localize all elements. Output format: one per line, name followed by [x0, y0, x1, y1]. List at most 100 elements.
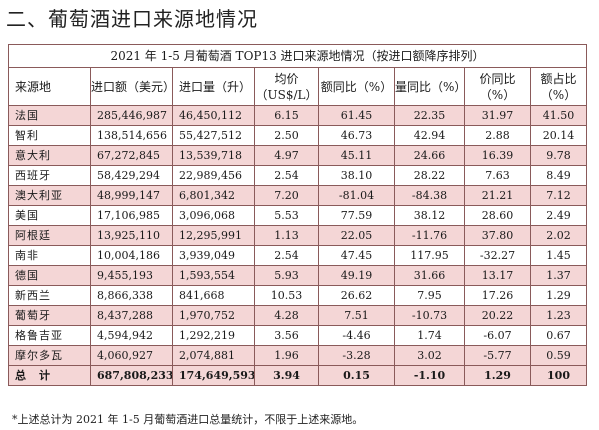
total-cell-origin: 总 计 — [8, 365, 91, 386]
cell-price-yoy: 20.22 — [464, 305, 531, 326]
cell-origin: 美国 — [8, 205, 91, 226]
page-heading: 二、葡萄酒进口来源地情况 — [6, 7, 258, 31]
cell-origin: 南非 — [8, 245, 91, 266]
cell-share: 1.29 — [530, 285, 587, 306]
cell-share: 2.49 — [530, 205, 587, 226]
table-row: 南非 10,004,186 3,939,049 2.54 47.45 117.95 -32.… — [8, 245, 587, 266]
cell-share: 8.49 — [530, 165, 587, 186]
cell-volume-yoy: 117.95 — [394, 245, 465, 266]
cell-origin: 智利 — [8, 125, 91, 146]
header-value-yoy: 额同比（%） — [318, 67, 395, 106]
cell-price-yoy: -6.07 — [464, 325, 531, 346]
table-row: 意大利 67,272,845 13,539,718 4.97 45.11 24.66 16.… — [8, 145, 587, 166]
cell-import-value: 285,446,987 — [90, 105, 173, 126]
table-row: 葡萄牙 8,437,288 1,970,752 4.28 7.51 -10.73 20.22… — [8, 305, 587, 326]
cell-origin: 格鲁吉亚 — [8, 325, 91, 346]
cell-unit-price: 2.50 — [254, 125, 319, 146]
cell-value-yoy: 47.45 — [318, 245, 395, 266]
import-sources-table-container: 2021 年 1-5 月葡萄酒 TOP13 进口来源地情况（按进口额降序排列） … — [8, 44, 587, 386]
total-cell-price-yoy: 1.29 — [464, 365, 531, 386]
cell-import-volume: 1,292,219 — [172, 325, 255, 346]
cell-origin: 法国 — [8, 105, 91, 126]
cell-value-yoy: 26.62 — [318, 285, 395, 306]
table-row: 澳大利亚 48,999,147 6,801,342 7.20 -81.04 -84.38 2… — [8, 185, 587, 206]
cell-volume-yoy: 31.66 — [394, 265, 465, 286]
cell-origin: 葡萄牙 — [8, 305, 91, 326]
cell-import-value: 4,594,942 — [90, 325, 173, 346]
cell-import-volume: 46,450,112 — [172, 105, 255, 126]
total-cell-import-volume: 174,649,593 — [172, 365, 255, 386]
cell-origin: 阿根廷 — [8, 225, 91, 246]
cell-unit-price: 5.53 — [254, 205, 319, 226]
cell-value-yoy: 38.10 — [318, 165, 395, 186]
total-cell-import-value: 687,808,233 — [90, 365, 173, 386]
total-cell-share: 100 — [530, 365, 587, 386]
cell-unit-price: 10.53 — [254, 285, 319, 306]
cell-share: 7.12 — [530, 185, 587, 206]
cell-price-yoy: 13.17 — [464, 265, 531, 286]
cell-import-volume: 841,668 — [172, 285, 255, 306]
cell-import-volume: 3,096,068 — [172, 205, 255, 226]
cell-share: 41.50 — [530, 105, 587, 126]
cell-value-yoy: 49.19 — [318, 265, 395, 286]
cell-value-yoy: 61.45 — [318, 105, 395, 126]
header-unit-price: 均价（US$/L） — [254, 67, 319, 106]
cell-import-value: 138,514,656 — [90, 125, 173, 146]
cell-import-value: 10,004,186 — [90, 245, 173, 266]
cell-import-value: 8,866,338 — [90, 285, 173, 306]
cell-import-volume: 13,539,718 — [172, 145, 255, 166]
cell-share: 0.59 — [530, 345, 587, 366]
cell-volume-yoy: 24.66 — [394, 145, 465, 166]
cell-price-yoy: 31.97 — [464, 105, 531, 126]
cell-import-value: 17,106,985 — [90, 205, 173, 226]
cell-volume-yoy: 28.22 — [394, 165, 465, 186]
cell-import-volume: 1,970,752 — [172, 305, 255, 326]
cell-import-volume: 12,295,991 — [172, 225, 255, 246]
cell-value-yoy: -4.46 — [318, 325, 395, 346]
import-sources-table: 2021 年 1-5 月葡萄酒 TOP13 进口来源地情况（按进口额降序排列） … — [8, 44, 587, 386]
header-import-volume: 进口量（升） — [172, 67, 255, 106]
cell-origin: 摩尔多瓦 — [8, 345, 91, 366]
table-caption: 2021 年 1-5 月葡萄酒 TOP13 进口来源地情况（按进口额降序排列） — [8, 44, 587, 68]
total-cell-value-yoy: 0.15 — [318, 365, 395, 386]
footnote: *上述总计为 2021 年 1-5 月葡萄酒进口总量统计，不限于上述来源地。 — [12, 413, 364, 426]
header-price-yoy: 价同比（%） — [464, 67, 531, 106]
cell-price-yoy: 7.63 — [464, 165, 531, 186]
cell-import-value: 67,272,845 — [90, 145, 173, 166]
cell-origin: 意大利 — [8, 145, 91, 166]
table-row: 智利 138,514,656 55,427,512 2.50 46.73 42.94 2.8… — [8, 125, 587, 146]
cell-price-yoy: -32.27 — [464, 245, 531, 266]
cell-share: 20.14 — [530, 125, 587, 146]
cell-unit-price: 3.56 — [254, 325, 319, 346]
cell-share: 1.45 — [530, 245, 587, 266]
cell-import-value: 13,925,110 — [90, 225, 173, 246]
cell-share: 1.37 — [530, 265, 587, 286]
table-row: 西班牙 58,429,294 22,989,456 2.54 38.10 28.22 7.6… — [8, 165, 587, 186]
cell-volume-yoy: -11.76 — [394, 225, 465, 246]
cell-share: 1.23 — [530, 305, 587, 326]
cell-value-yoy: 22.05 — [318, 225, 395, 246]
cell-import-value: 48,999,147 — [90, 185, 173, 206]
cell-import-volume: 22,989,456 — [172, 165, 255, 186]
table-row: 摩尔多瓦 4,060,927 2,074,881 1.96 -3.28 3.02 -5.77… — [8, 345, 587, 366]
table-row: 美国 17,106,985 3,096,068 5.53 77.59 38.12 28.60… — [8, 205, 587, 226]
cell-origin: 西班牙 — [8, 165, 91, 186]
header-origin: 来源地 — [8, 67, 91, 106]
cell-price-yoy: 21.21 — [464, 185, 531, 206]
total-cell-volume-yoy: -1.10 — [394, 365, 465, 386]
table-row: 格鲁吉亚 4,594,942 1,292,219 3.56 -4.46 1.74 -6.07… — [8, 325, 587, 346]
cell-price-yoy: 16.39 — [464, 145, 531, 166]
cell-import-value: 4,060,927 — [90, 345, 173, 366]
table-row: 新西兰 8,866,338 841,668 10.53 26.62 7.95 17.26 1.… — [8, 285, 587, 306]
cell-unit-price: 6.15 — [254, 105, 319, 126]
cell-volume-yoy: 7.95 — [394, 285, 465, 306]
header-share: 额占比（%） — [530, 67, 587, 106]
header-volume-yoy: 量同比（%） — [394, 67, 465, 106]
cell-price-yoy: 17.26 — [464, 285, 531, 306]
cell-import-volume: 6,801,342 — [172, 185, 255, 206]
cell-import-value: 58,429,294 — [90, 165, 173, 186]
cell-import-volume: 1,593,554 — [172, 265, 255, 286]
cell-unit-price: 2.54 — [254, 165, 319, 186]
cell-unit-price: 1.96 — [254, 345, 319, 366]
cell-unit-price: 2.54 — [254, 245, 319, 266]
